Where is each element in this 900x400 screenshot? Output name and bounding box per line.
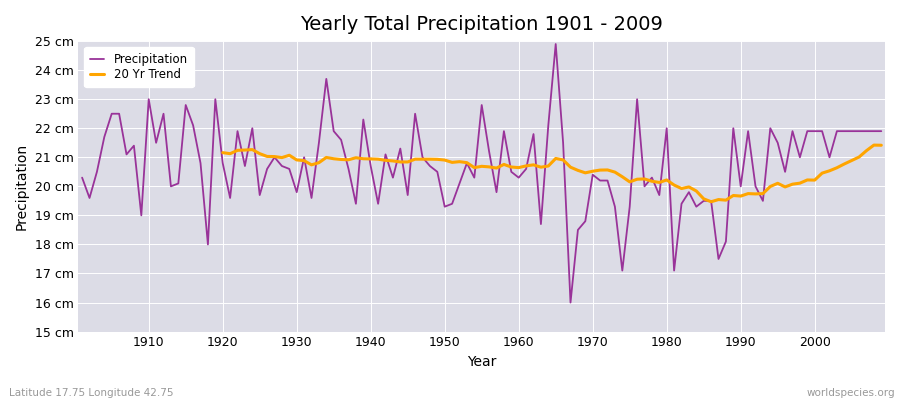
Text: worldspecies.org: worldspecies.org [807, 388, 896, 398]
Text: Latitude 17.75 Longitude 42.75: Latitude 17.75 Longitude 42.75 [9, 388, 174, 398]
Line: Precipitation: Precipitation [82, 44, 881, 302]
Legend: Precipitation, 20 Yr Trend: Precipitation, 20 Yr Trend [85, 47, 194, 87]
Precipitation [616, 268, 627, 273]
20 Yr Trend [306, 162, 317, 167]
20 Yr Trend [868, 143, 879, 148]
Title: Yearly Total Precipitation 1901 - 2009: Yearly Total Precipitation 1901 - 2009 [301, 15, 663, 34]
20 Yr Trend [772, 181, 783, 186]
Precipitation [343, 166, 354, 171]
Precipitation [513, 175, 524, 180]
Precipitation [565, 300, 576, 305]
Y-axis label: Precipitation: Precipitation [15, 143, 29, 230]
20 Yr Trend [417, 157, 428, 162]
Line: 20 Yr Trend: 20 Yr Trend [222, 145, 881, 202]
Precipitation [76, 175, 87, 180]
Precipitation [506, 170, 517, 174]
Precipitation [550, 42, 561, 46]
Precipitation [299, 155, 310, 160]
20 Yr Trend [788, 182, 798, 186]
Precipitation [876, 129, 886, 134]
20 Yr Trend [854, 155, 865, 160]
20 Yr Trend [217, 150, 228, 155]
20 Yr Trend [706, 199, 716, 204]
Precipitation [136, 213, 147, 218]
20 Yr Trend [876, 143, 886, 148]
X-axis label: Year: Year [467, 355, 497, 369]
20 Yr Trend [676, 186, 687, 191]
